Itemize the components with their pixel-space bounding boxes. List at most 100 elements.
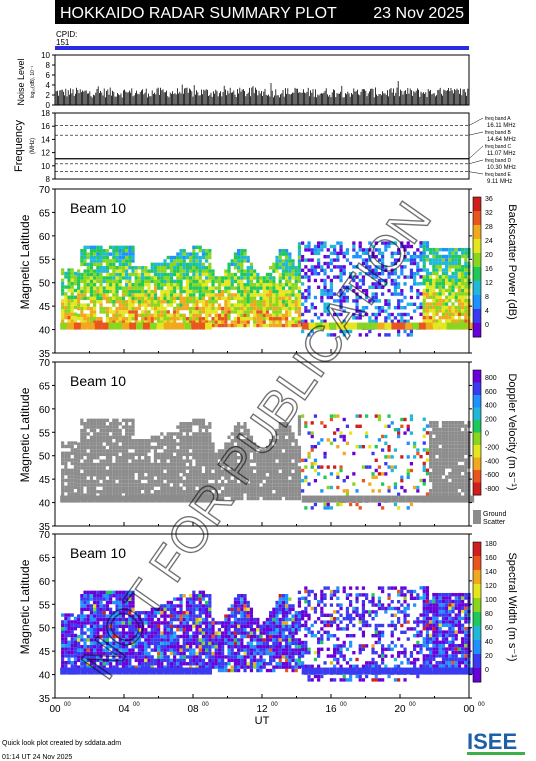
power-cell <box>211 293 215 297</box>
power-cell <box>221 310 225 314</box>
power-cell <box>432 261 436 265</box>
velocity-cell <box>105 452 110 457</box>
power-cell <box>397 248 401 252</box>
power-cell <box>173 310 177 314</box>
power-cell <box>240 296 244 301</box>
velocity-cell <box>246 432 250 436</box>
power-cell <box>179 252 183 256</box>
power-cell <box>464 305 468 310</box>
noise-bars <box>54 81 470 105</box>
velocity-cell <box>112 445 116 450</box>
power-cell <box>77 272 81 277</box>
velocity-cell <box>265 449 270 453</box>
velocity-cell <box>278 442 282 446</box>
power-cell <box>179 259 183 263</box>
power-cell <box>390 278 394 283</box>
velocity-cell <box>61 482 65 486</box>
width-cell <box>105 621 110 625</box>
velocity-cell <box>105 456 110 460</box>
power-cell <box>112 286 116 290</box>
power-cell <box>176 286 180 290</box>
velocity-cell <box>233 425 238 429</box>
power-cell <box>441 305 446 310</box>
velocity-cell <box>99 469 103 474</box>
power-cell <box>448 312 452 316</box>
frequency-band-name: freq band D <box>485 158 512 164</box>
power-cell <box>230 296 234 301</box>
velocity-cell <box>160 459 164 463</box>
power-cell <box>99 252 103 256</box>
velocity-cell <box>137 445 142 450</box>
velocity-cell <box>403 489 407 493</box>
power-cell <box>131 269 135 273</box>
velocity-cell <box>294 496 298 501</box>
power-cell <box>425 281 430 286</box>
velocity-cell <box>150 473 154 477</box>
power-cell <box>83 276 87 280</box>
power-cell <box>419 244 423 248</box>
velocity-cell <box>432 488 436 493</box>
power-cell <box>205 269 209 273</box>
power-cell <box>288 286 292 290</box>
power-cell <box>278 255 282 260</box>
velocity-colorbar-frame <box>472 369 482 496</box>
width-cell <box>80 665 84 669</box>
power-cell <box>128 272 132 277</box>
plot-date: 23 Nov 2025 <box>373 5 464 22</box>
power-cell <box>99 279 103 284</box>
velocity-cell <box>294 449 298 453</box>
power-cell <box>201 262 206 267</box>
velocity-cell <box>240 439 244 443</box>
velocity-cell <box>80 473 84 477</box>
velocity-cell <box>125 479 129 484</box>
width-cell <box>93 645 97 649</box>
velocity-cell <box>173 490 177 494</box>
velocity-cell <box>441 492 446 496</box>
velocity-cell <box>278 476 282 480</box>
power-cell <box>448 305 452 310</box>
power-cell <box>441 315 446 320</box>
power-cell <box>413 251 417 255</box>
velocity-cell <box>326 465 330 469</box>
velocity-cell <box>128 490 132 494</box>
width-cell <box>83 648 87 652</box>
width-cell <box>102 631 106 635</box>
velocity-cell <box>80 476 84 480</box>
power-cell <box>441 312 446 316</box>
velocity-cell <box>80 466 84 470</box>
velocity-cell <box>448 458 452 462</box>
power-cell <box>115 293 119 297</box>
power-cell <box>102 269 106 273</box>
power-cell <box>201 255 206 260</box>
velocity-cell <box>285 439 289 443</box>
power-cell <box>317 285 321 289</box>
power-cell <box>217 289 222 294</box>
power-cell <box>243 296 247 301</box>
velocity-cell <box>80 442 84 446</box>
power-cell <box>368 241 372 245</box>
velocity-cell <box>249 473 254 477</box>
power-cell <box>70 268 74 272</box>
power-cell <box>275 300 279 304</box>
velocity-cell <box>281 442 286 446</box>
frequency-band-leader <box>468 159 484 165</box>
velocity-cell <box>358 414 362 418</box>
width-cell <box>83 651 87 656</box>
power-cell <box>243 276 247 280</box>
power-cell <box>342 255 346 259</box>
power-cell <box>227 286 231 290</box>
power-cell <box>368 319 372 323</box>
velocity-cell <box>198 490 202 494</box>
width-cell <box>105 607 110 612</box>
width-cell <box>70 623 74 627</box>
velocity-cell <box>182 493 186 497</box>
power-cell <box>249 296 254 301</box>
power-cell <box>211 283 215 287</box>
velocity-cell <box>115 422 119 426</box>
velocity-cell <box>195 490 199 494</box>
velocity-cell <box>77 483 81 487</box>
power-cell <box>281 276 286 280</box>
power-cell <box>374 248 378 252</box>
power-cell <box>297 262 302 267</box>
width-cell <box>102 604 106 608</box>
